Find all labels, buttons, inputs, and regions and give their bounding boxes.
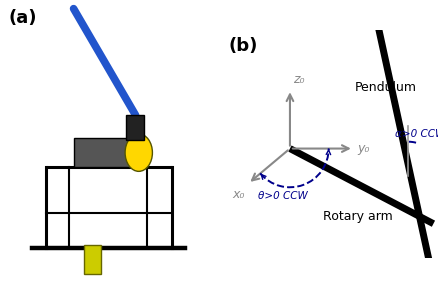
FancyBboxPatch shape xyxy=(84,245,101,274)
Text: x₀: x₀ xyxy=(232,188,245,201)
Text: (a): (a) xyxy=(8,9,37,27)
Circle shape xyxy=(125,134,152,171)
FancyBboxPatch shape xyxy=(74,138,132,167)
FancyBboxPatch shape xyxy=(126,115,144,140)
Text: z₀: z₀ xyxy=(293,73,305,86)
Text: Rotary arm: Rotary arm xyxy=(323,210,393,223)
Text: α>0 CCW: α>0 CCW xyxy=(395,129,438,139)
Text: Pendulum: Pendulum xyxy=(355,81,417,94)
Text: θ>0 CCW: θ>0 CCW xyxy=(258,191,308,201)
Text: (b): (b) xyxy=(229,37,258,55)
Text: y₀: y₀ xyxy=(357,142,370,155)
